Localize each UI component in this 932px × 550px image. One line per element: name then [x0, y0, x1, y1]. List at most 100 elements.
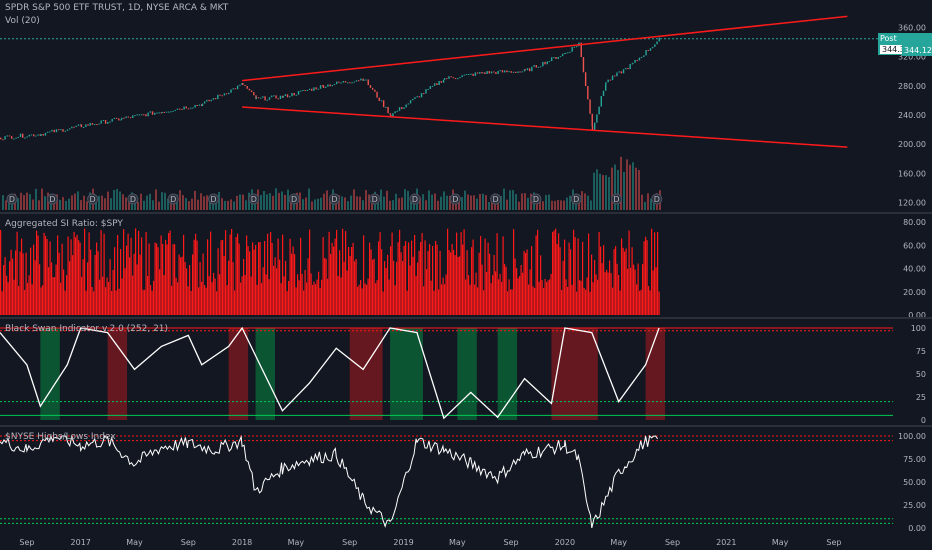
price-candle: [241, 83, 243, 85]
volume-bar: [551, 200, 553, 210]
si-ratio-bar: [222, 239, 224, 315]
si-ratio-bar: [439, 250, 441, 315]
si-ratio-bar: [574, 237, 576, 315]
price-candle: [575, 46, 578, 48]
price-candle: [109, 121, 111, 123]
si-ratio-bar: [231, 229, 233, 315]
price-candle: [129, 117, 132, 119]
si-ratio-bar: [340, 277, 342, 315]
volume-bar: [368, 194, 370, 210]
pane-divider[interactable]: [0, 425, 932, 427]
volume-bar: [59, 199, 61, 210]
si-ratio-bar: [90, 249, 92, 315]
x-axis-tick: 2019: [393, 538, 413, 547]
si-ratio-bar: [250, 276, 252, 315]
price-candle: [136, 114, 138, 116]
price-candle: [481, 72, 483, 74]
volume-bar: [278, 192, 280, 210]
price-candle: [416, 96, 418, 98]
volume-bar: [38, 200, 40, 210]
volume-bar: [203, 196, 205, 210]
si-ratio-bar: [313, 281, 315, 315]
si-ratio-bar: [346, 270, 348, 315]
price-candle: [470, 73, 472, 75]
si-ratio-bar: [1, 291, 3, 315]
volume-bar: [209, 201, 211, 210]
price-candle: [389, 113, 391, 115]
price-candle: [115, 117, 118, 119]
price-candle: [219, 94, 221, 96]
si-ratio-bar: [616, 263, 618, 315]
si-ratio-bar: [627, 268, 629, 315]
price-candle: [640, 56, 643, 58]
price-candle: [284, 94, 287, 97]
price-candle: [602, 90, 605, 97]
dividend-marker-label: D: [493, 195, 499, 204]
volume-bar: [482, 193, 484, 210]
price-candle: [636, 59, 638, 61]
pane-divider[interactable]: [0, 317, 932, 319]
si-ratio-bar: [175, 277, 177, 315]
price-candle: [654, 44, 656, 47]
si-ratio-bar: [67, 236, 69, 315]
dividend-marker-label: D: [372, 195, 378, 204]
x-axis-tick: Sep: [181, 538, 196, 547]
price-candle: [542, 61, 544, 67]
volume-bar: [149, 193, 151, 210]
dividend-marker-label: D: [9, 195, 15, 204]
si-ratio-bar: [3, 265, 5, 315]
si-ratio-bar: [300, 237, 302, 315]
volume-bar: [647, 193, 649, 210]
si-ratio-bar: [432, 246, 434, 315]
si-ratio-bar: [135, 228, 137, 315]
volume-bar: [233, 201, 235, 210]
price-candle: [64, 130, 66, 132]
si-ratio-bar: [585, 289, 587, 315]
si-ratio-bar: [133, 253, 135, 315]
price-candle: [80, 124, 83, 128]
price-candle: [600, 96, 602, 107]
price-candle: [210, 99, 212, 102]
price-candle: [629, 63, 631, 70]
si-ratio-bar: [201, 281, 203, 315]
volume-bar: [80, 200, 82, 210]
si-ratio-bar: [271, 242, 273, 315]
si-ratio-bar: [229, 234, 231, 315]
si-ratio-bar: [526, 249, 528, 315]
si-ratio-bar: [69, 261, 71, 315]
price-candle: [42, 134, 44, 136]
si-ratio-bar: [291, 253, 293, 315]
dividend-marker-label: D: [130, 195, 136, 204]
si-ratio-bar: [414, 235, 416, 315]
si-ratio-bar: [547, 280, 549, 315]
price-candle: [371, 87, 374, 90]
volume-bar: [344, 197, 346, 210]
volume-bar: [581, 191, 583, 210]
si-ratio-bar: [246, 235, 248, 315]
si-ratio-bar: [550, 273, 552, 315]
si-ratio-bar: [33, 244, 35, 315]
si-ratio-bar: [369, 242, 371, 315]
volume-bar: [290, 201, 292, 210]
price-candle: [336, 81, 338, 85]
price-candle: [329, 84, 331, 87]
si-ratio-bar: [348, 246, 350, 315]
price-candle: [486, 71, 488, 75]
si-ratio-bar: [603, 245, 605, 315]
price-candle: [190, 107, 192, 109]
price-candle: [244, 84, 246, 87]
si-ratio-bar: [499, 273, 501, 315]
pane-divider[interactable]: [0, 212, 932, 214]
x-axis-tick: May: [288, 538, 305, 547]
price-candle: [605, 84, 607, 91]
price-candle: [524, 69, 526, 71]
red-zone: [551, 328, 598, 420]
price-candle: [594, 122, 596, 130]
si-ratio-bar: [252, 242, 254, 315]
si-ratio-bar: [6, 275, 8, 315]
si-ratio-bar: [225, 230, 227, 315]
si-ratio-bar: [127, 233, 129, 315]
price-candle: [71, 126, 73, 129]
si-ratio-bar: [216, 291, 218, 315]
